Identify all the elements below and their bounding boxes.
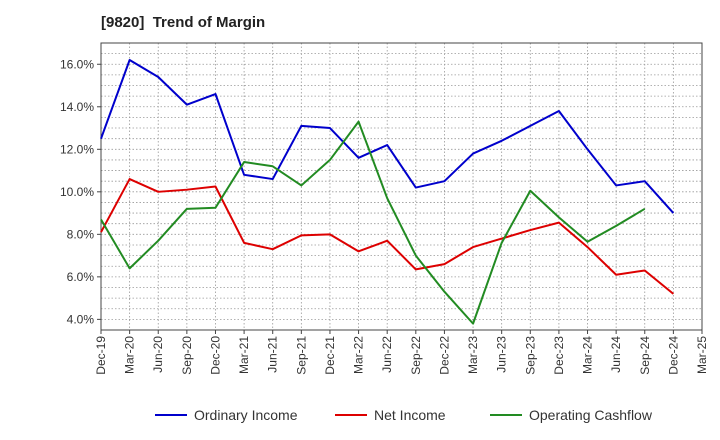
legend-label: Ordinary Income [194, 407, 298, 423]
series-line [100, 178, 675, 295]
legend-label: Net Income [374, 407, 446, 423]
x-tick-label: Dec-24 [666, 336, 680, 375]
y-tick-label: 14.0% [60, 100, 94, 114]
y-tick-label: 6.0% [67, 270, 95, 284]
x-tick-label: Jun-24 [609, 336, 623, 373]
x-tick-label: Mar-25 [695, 336, 709, 374]
x-tick-label: Mar-22 [352, 336, 366, 374]
y-tick-label: 4.0% [67, 312, 95, 326]
y-tick-label: 10.0% [60, 185, 94, 199]
x-tick-label: Dec-21 [323, 336, 337, 375]
x-tick-label: Jun-20 [151, 336, 165, 373]
x-tick-label: Sep-23 [523, 336, 537, 375]
x-tick-label: Mar-20 [123, 336, 137, 374]
chart-title: [9820] Trend of Margin [101, 14, 266, 31]
grid-lines [101, 43, 702, 330]
y-tick-label: 8.0% [67, 227, 95, 241]
x-axis-ticks: Dec-19 Mar-20 Jun-20 Sep-20 Dec-20 Mar-21 Jun-… [94, 330, 709, 375]
x-tick-label: Dec-20 [208, 336, 222, 375]
x-tick-label: Sep-22 [409, 336, 423, 375]
x-tick-label: Dec-23 [552, 336, 566, 375]
x-tick-label: Mar-21 [237, 336, 251, 374]
x-tick-label: Mar-24 [581, 336, 595, 374]
x-tick-label: Jun-21 [266, 336, 280, 373]
y-tick-label: 16.0% [60, 57, 94, 71]
legend-label: Operating Cashflow [529, 407, 653, 423]
x-tick-label: Sep-24 [638, 336, 652, 375]
x-tick-label: Jun-22 [380, 336, 394, 373]
x-tick-label: Mar-23 [466, 336, 480, 374]
x-tick-label: Dec-22 [437, 336, 451, 375]
x-tick-label: Sep-21 [294, 336, 308, 375]
series-lines [100, 59, 675, 325]
x-tick-label: Jun-23 [495, 336, 509, 373]
x-tick-label: Sep-20 [180, 336, 194, 375]
series-line [100, 120, 646, 325]
y-tick-label: 12.0% [60, 142, 94, 156]
plot-frame [100, 42, 703, 331]
axes [100, 42, 703, 331]
legend: Ordinary Income Net Income Operating Cashf… [155, 407, 653, 423]
x-tick-label: Dec-19 [94, 336, 108, 375]
series-line [100, 59, 675, 214]
y-axis-ticks: 4.0% 6.0% 8.0% 10.0% 12.0% 14.0% 16.0% [60, 57, 101, 326]
